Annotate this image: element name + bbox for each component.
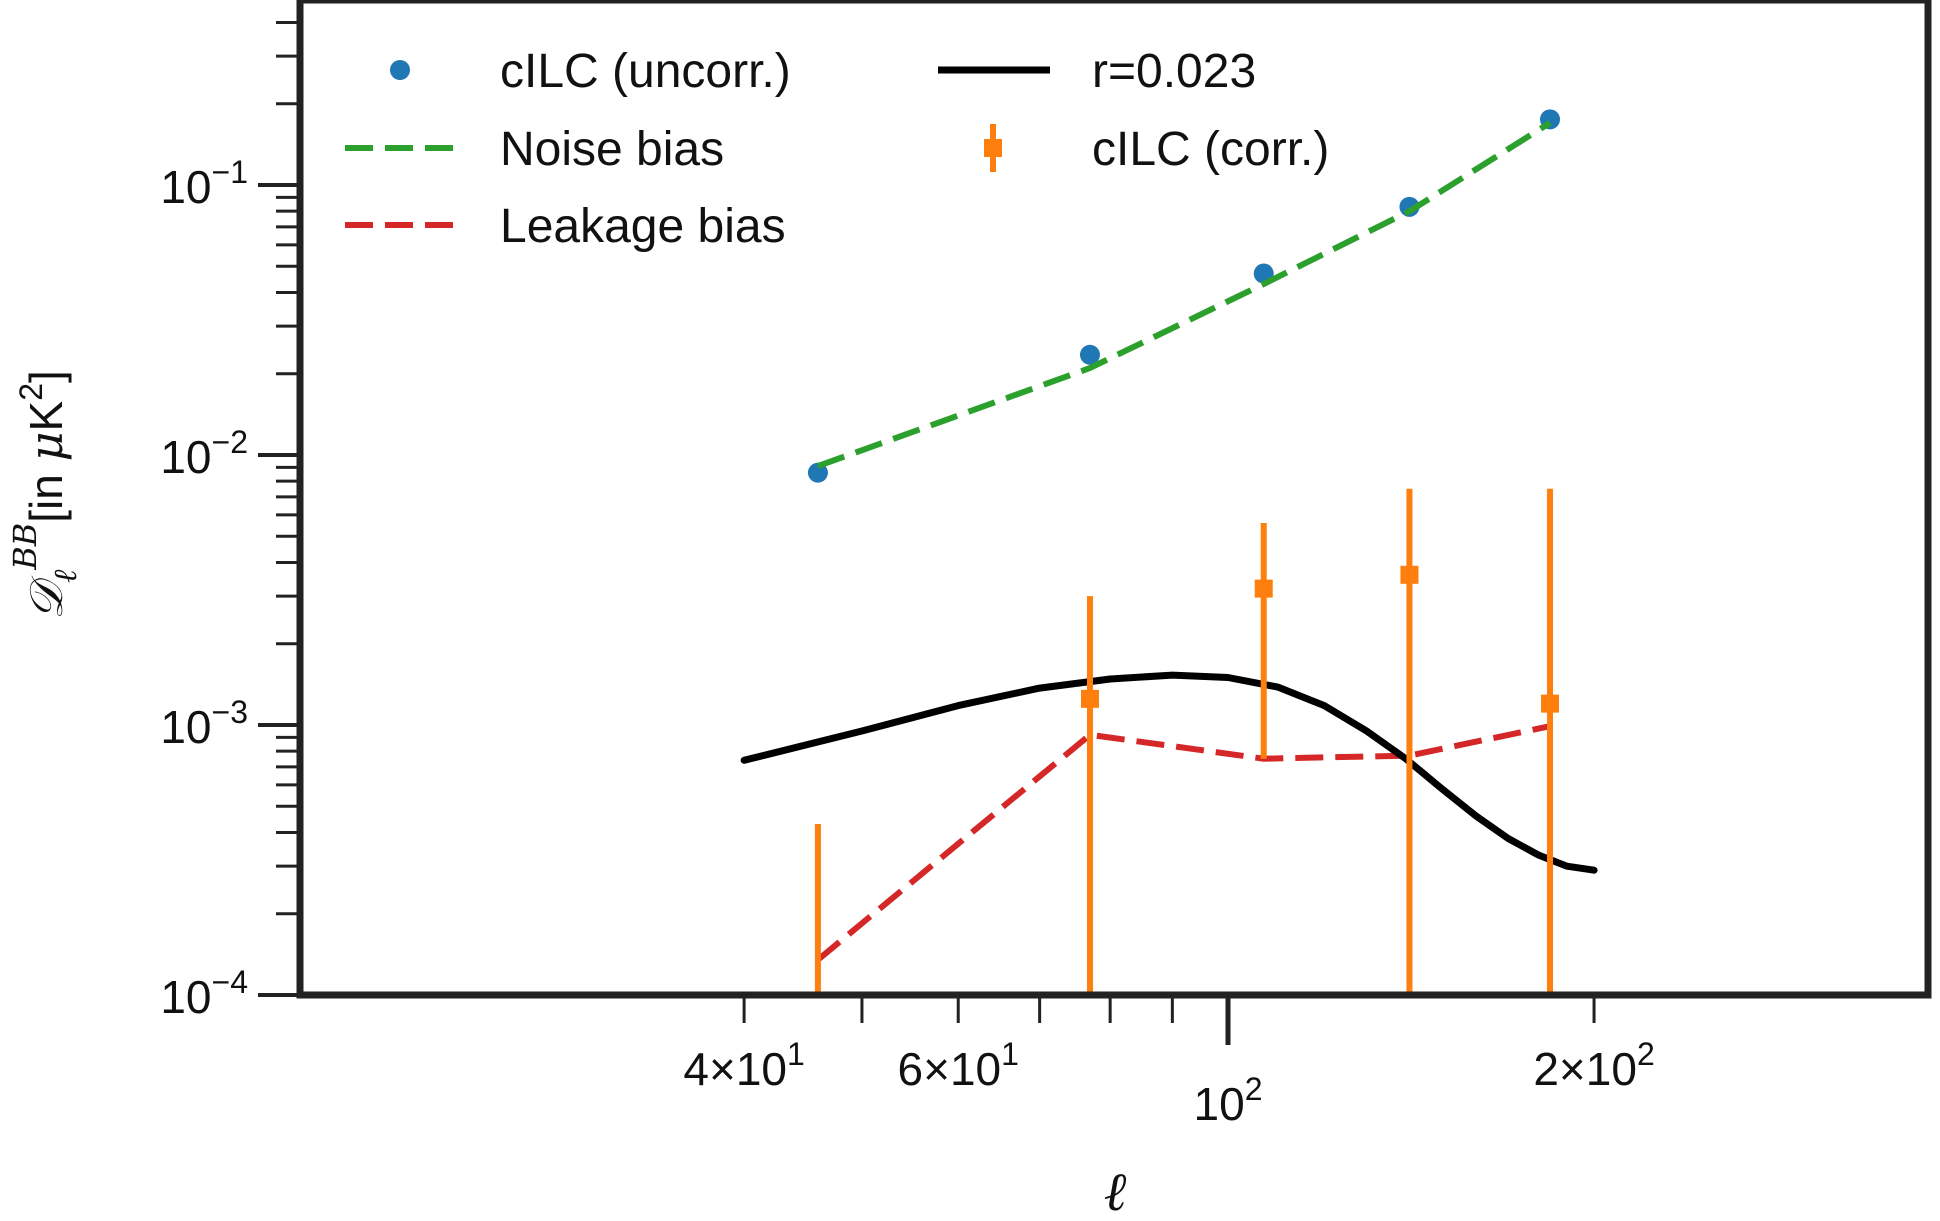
data-point-cilc-corr [1541,694,1560,713]
y-tick-label: 10−2 [160,424,248,483]
legend-marker-cilc-uncorr [390,60,410,80]
series-line-noise-bias [816,120,1552,469]
y-axis-unit-open: [in [20,461,72,522]
y-axis-unit-mu: μ [19,431,73,461]
legend-label-leakage-bias: Leakage bias [500,200,786,253]
x-tick-label: 2×102 [1533,1036,1654,1095]
axes-layer: 10−4 10−3 10−2 10−1 4×101 6×101 102 2×102 [160,0,1932,1130]
series-layer [740,109,1598,995]
y-axis-unit-close: ] [20,370,72,383]
y-axis-subscript: ℓ [46,569,84,583]
y-axis-superscript: BB [6,523,44,571]
legend-marker-cilc-corr [984,139,1002,157]
x-tick-label: 4×101 [683,1036,804,1095]
legend-entry-cilc-corr: cILC (corr.) [984,123,1329,176]
legend-label-cilc-corr: cILC (corr.) [1092,123,1329,176]
legend-entry-r-0-023: r=0.023 [938,45,1256,98]
x-tick-label: 6×101 [898,1036,1019,1095]
data-point-cilc-corr [1080,689,1099,708]
data-point-cilc-uncorr [1079,344,1100,365]
y-axis-unit: K [20,400,72,431]
legend-entry-cilc-uncorr: cILC (uncorr.) [390,45,791,98]
y-tick-label: 10−1 [160,154,248,213]
x-tick-label: 102 [1194,1071,1263,1130]
series-line-r-0-023 [740,671,1598,874]
data-point-cilc-corr [1254,579,1273,598]
legend-label-cilc-uncorr: cILC (uncorr.) [500,45,791,98]
legend-label-r-0-023: r=0.023 [1092,45,1256,98]
y-axis-title: 𝒟ℓBB[in μK2] [6,370,84,620]
legend-label-noise-bias: Noise bias [500,123,724,176]
y-tick-label: 10−3 [160,694,248,753]
y-tick-label: 10−4 [160,964,248,1023]
series-clip-group [740,109,1598,995]
legend: cILC (uncorr.) Noise bias Leakage bias r=0.… [345,45,1329,253]
legend-entry-noise-bias: Noise bias [345,123,724,176]
x-axis-title: ℓ [1104,1160,1127,1221]
data-point-cilc-corr [1400,565,1419,584]
data-point-cilc-uncorr [807,462,828,483]
y-axis-unit-sup: 2 [13,383,49,401]
legend-entry-leakage-bias: Leakage bias [345,200,786,253]
